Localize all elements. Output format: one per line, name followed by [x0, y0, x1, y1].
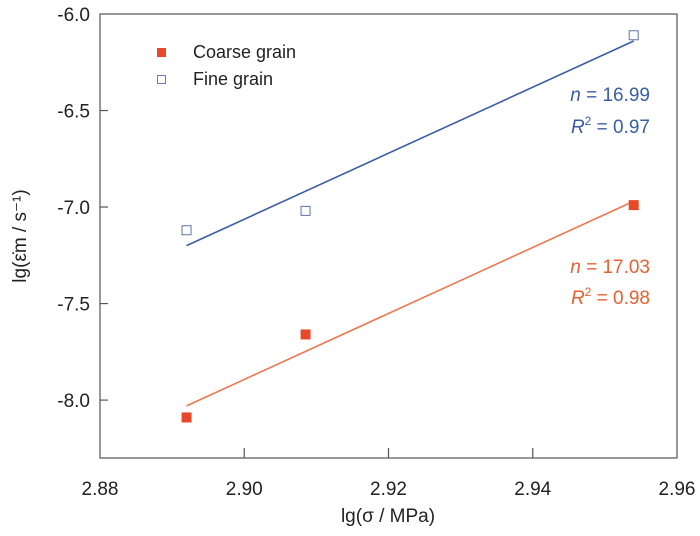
- x-axis-label: lg(σ / MPa): [341, 506, 435, 527]
- y-tick-label: -7.5: [57, 295, 90, 316]
- x-tick-label: 2.94: [514, 479, 551, 500]
- legend-label-coarse: Coarse grain: [193, 42, 296, 62]
- fit-line-fine: [186, 40, 635, 247]
- data-point-fine: [181, 225, 192, 236]
- y-tick-label: -7.0: [57, 198, 90, 219]
- data-point-fine: [300, 205, 311, 216]
- annotation-coarse-n: n = 17.03: [570, 257, 650, 278]
- fit-line-coarse: [186, 200, 635, 407]
- y-tick-label: -6.5: [57, 102, 90, 123]
- legend: Coarse grain Fine grain: [157, 42, 296, 89]
- x-tick-label: 2.90: [226, 479, 263, 500]
- annotation-coarse-r2: R2 = 0.98: [571, 285, 650, 309]
- x-tick-label: 2.88: [82, 479, 119, 500]
- data-point-coarse: [181, 412, 192, 423]
- plot-frame: [99, 13, 678, 459]
- legend-marker-coarse: [157, 48, 166, 57]
- annotation-fine-n: n = 16.99: [570, 85, 650, 106]
- x-tick-label: 2.92: [370, 479, 407, 500]
- annotation-fine-r2: R2 = 0.97: [571, 114, 650, 138]
- data-point-coarse: [300, 329, 311, 340]
- y-tick-label: -6.0: [57, 5, 90, 26]
- data-point-coarse: [628, 200, 639, 211]
- y-tick-label: -8.0: [57, 391, 90, 412]
- legend-label-fine: Fine grain: [193, 69, 273, 89]
- y-axis-label: lg(ε̇m / s⁻¹): [10, 189, 31, 282]
- data-point-fine: [628, 30, 639, 41]
- x-tick-label: 2.96: [659, 479, 696, 500]
- legend-marker-fine: [157, 75, 166, 84]
